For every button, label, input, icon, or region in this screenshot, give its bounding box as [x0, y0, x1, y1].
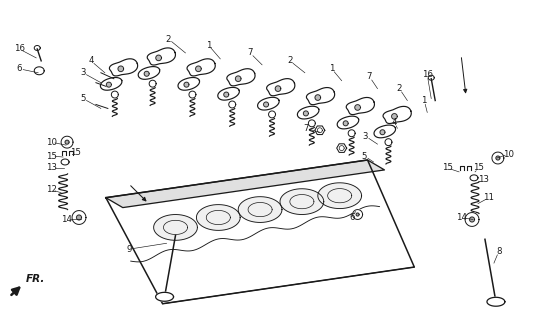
Polygon shape — [465, 212, 479, 227]
Polygon shape — [187, 59, 215, 76]
Text: 10: 10 — [46, 138, 57, 147]
Text: 4: 4 — [88, 56, 94, 65]
Text: 15: 15 — [46, 152, 57, 161]
Polygon shape — [34, 67, 44, 75]
Polygon shape — [196, 204, 240, 230]
Text: 11: 11 — [483, 193, 494, 202]
Text: FR.: FR. — [26, 274, 46, 284]
Polygon shape — [280, 189, 324, 214]
Text: 7: 7 — [247, 48, 253, 57]
Polygon shape — [264, 102, 269, 107]
Polygon shape — [496, 156, 500, 160]
Polygon shape — [275, 86, 281, 92]
Polygon shape — [118, 66, 123, 72]
Text: 8: 8 — [496, 247, 502, 256]
Polygon shape — [257, 97, 279, 110]
Polygon shape — [110, 59, 138, 76]
Text: 2: 2 — [166, 35, 171, 44]
Polygon shape — [101, 77, 122, 90]
Polygon shape — [355, 105, 360, 110]
Polygon shape — [138, 67, 160, 79]
Polygon shape — [229, 101, 236, 108]
Polygon shape — [383, 106, 411, 124]
Text: 6: 6 — [17, 64, 22, 73]
Text: 1: 1 — [329, 64, 335, 73]
Polygon shape — [391, 114, 397, 119]
Text: 2: 2 — [396, 84, 402, 93]
Text: 3: 3 — [363, 132, 368, 141]
Polygon shape — [309, 120, 315, 127]
Text: 14: 14 — [61, 215, 72, 224]
Polygon shape — [156, 55, 161, 61]
Text: 13: 13 — [479, 175, 489, 184]
Text: 7: 7 — [367, 72, 373, 81]
Text: 5: 5 — [80, 94, 86, 103]
Polygon shape — [304, 111, 309, 116]
Polygon shape — [72, 211, 86, 224]
Text: 6: 6 — [349, 213, 354, 222]
Polygon shape — [235, 76, 241, 82]
Polygon shape — [147, 48, 176, 65]
Text: 2: 2 — [287, 56, 292, 65]
Text: 15: 15 — [441, 164, 453, 172]
Text: 16: 16 — [422, 70, 433, 79]
Text: 16: 16 — [14, 44, 25, 53]
Text: 15: 15 — [474, 164, 484, 172]
Polygon shape — [492, 152, 504, 164]
Polygon shape — [297, 106, 319, 119]
Text: 1: 1 — [421, 96, 427, 105]
Polygon shape — [315, 95, 321, 100]
Polygon shape — [346, 98, 374, 115]
Text: 5: 5 — [362, 152, 368, 161]
Polygon shape — [111, 91, 118, 98]
Polygon shape — [356, 213, 359, 216]
Polygon shape — [106, 82, 111, 87]
Polygon shape — [337, 116, 359, 129]
Polygon shape — [267, 79, 295, 96]
Polygon shape — [218, 87, 240, 100]
Polygon shape — [189, 91, 196, 98]
Polygon shape — [337, 144, 346, 152]
Polygon shape — [318, 183, 361, 209]
Text: 12: 12 — [46, 185, 57, 194]
Polygon shape — [315, 126, 325, 134]
Polygon shape — [470, 217, 474, 222]
Polygon shape — [61, 136, 73, 148]
Polygon shape — [153, 214, 197, 240]
Text: 13: 13 — [46, 164, 57, 172]
Polygon shape — [149, 80, 156, 87]
Text: 9: 9 — [126, 245, 131, 254]
Polygon shape — [184, 82, 189, 87]
Text: 15: 15 — [70, 148, 81, 156]
Text: 7: 7 — [303, 124, 309, 133]
Polygon shape — [227, 69, 255, 86]
Polygon shape — [487, 297, 505, 306]
Polygon shape — [385, 139, 392, 146]
Text: 4: 4 — [391, 118, 397, 127]
Polygon shape — [144, 71, 149, 76]
Polygon shape — [306, 88, 335, 105]
Polygon shape — [178, 77, 200, 90]
Polygon shape — [224, 92, 229, 97]
Polygon shape — [380, 130, 385, 135]
Polygon shape — [269, 111, 276, 118]
Polygon shape — [156, 292, 173, 301]
Polygon shape — [196, 66, 201, 72]
Text: 3: 3 — [80, 68, 86, 77]
Polygon shape — [353, 210, 363, 220]
Polygon shape — [348, 130, 355, 137]
Polygon shape — [77, 215, 82, 220]
Text: 14: 14 — [455, 213, 466, 222]
Polygon shape — [343, 121, 348, 126]
Text: 1: 1 — [206, 41, 211, 50]
Polygon shape — [374, 125, 395, 138]
Polygon shape — [106, 160, 384, 208]
Polygon shape — [106, 160, 414, 304]
Polygon shape — [65, 140, 69, 144]
Polygon shape — [238, 197, 282, 222]
Text: 10: 10 — [503, 149, 514, 158]
